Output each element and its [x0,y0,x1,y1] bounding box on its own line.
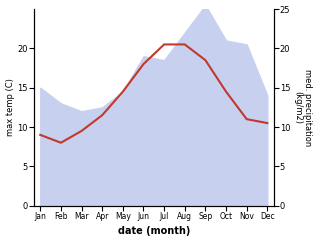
X-axis label: date (month): date (month) [118,227,190,236]
Y-axis label: med. precipitation
(kg/m2): med. precipitation (kg/m2) [293,69,313,146]
Y-axis label: max temp (C): max temp (C) [5,78,15,136]
